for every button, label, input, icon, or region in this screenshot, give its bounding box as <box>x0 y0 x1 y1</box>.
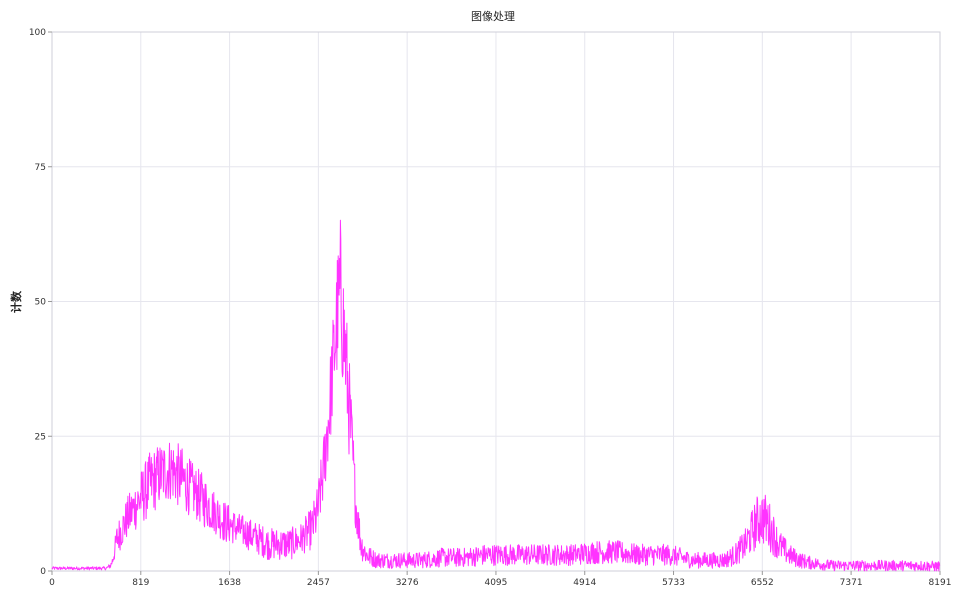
y-tick-label: 0 <box>40 567 46 577</box>
y-axis-label: 计数 <box>9 290 23 313</box>
y-tick-label: 75 <box>35 163 46 173</box>
chart-title: 图像处理 <box>471 10 515 23</box>
x-tick-label: 6552 <box>751 578 774 588</box>
y-tick-label: 50 <box>35 298 47 308</box>
x-tick-label: 1638 <box>218 578 241 588</box>
y-axis-ticks: 0 25 50 75 100 <box>29 28 52 577</box>
x-tick-label: 4095 <box>484 578 507 588</box>
x-tick-label: 4914 <box>573 578 596 588</box>
x-axis-ticks: 0 819 1638 2457 3276 4095 4914 5733 6552 7371 8191 <box>49 571 951 588</box>
series-layer <box>51 219 941 572</box>
y-tick-label: 100 <box>29 28 46 38</box>
x-tick-label: 3276 <box>396 578 419 588</box>
x-tick-label: 8191 <box>929 578 952 588</box>
series-line-0 <box>51 219 941 572</box>
y-tick-label: 25 <box>35 432 46 442</box>
x-tick-label: 0 <box>49 578 55 588</box>
x-tick-label: 2457 <box>307 578 330 588</box>
x-tick-label: 819 <box>132 578 149 588</box>
x-tick-label: 5733 <box>662 578 685 588</box>
x-tick-label: 7371 <box>840 578 863 588</box>
